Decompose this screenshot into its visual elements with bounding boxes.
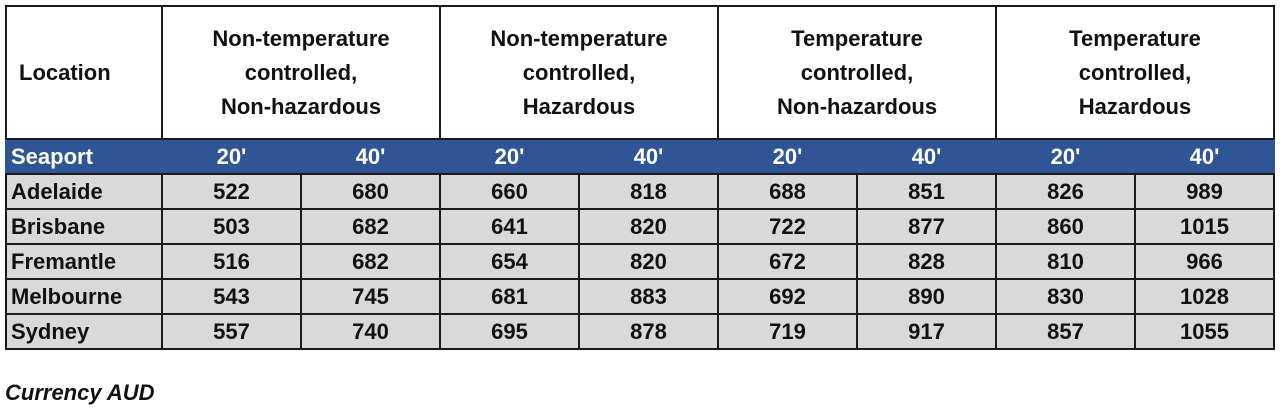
value-cell: 810 [995,243,1136,280]
value-cell: 966 [1134,243,1275,280]
value-cell: 680 [300,173,441,210]
group-header: Temperature controlled, Non-hazardous [717,5,997,140]
rate-table: Location Non-temperature controlled, Non-h… [5,5,1275,350]
data-row: Adelaide 522 680 660 818 688 851 826 989 [5,173,1275,210]
group-header-line: Non-temperature [490,25,668,51]
value-cell: 692 [717,278,858,315]
value-cell: 688 [717,173,858,210]
value-cell: 654 [439,243,580,280]
value-cell: 820 [578,243,719,280]
value-cell: 989 [1134,173,1275,210]
value-cell: 818 [578,173,719,210]
value-cell: 1028 [1134,278,1275,315]
subheader-cell: 20' [995,138,1136,175]
data-row: Brisbane 503 682 641 820 722 877 860 1015 [5,208,1275,245]
group-header: Non-temperature controlled, Non-hazardous [161,5,441,140]
location-cell: Melbourne [5,278,163,315]
subheader-cell: 40' [578,138,719,175]
value-cell: 660 [439,173,580,210]
value-cell: 641 [439,208,580,245]
subheader-cell: 20' [717,138,858,175]
value-cell: 851 [856,173,997,210]
value-cell: 682 [300,208,441,245]
group-header-line: controlled, [522,59,636,85]
group-header-line: Non-hazardous [776,93,938,119]
value-cell: 672 [717,243,858,280]
group-header-line: controlled, [244,59,358,85]
location-cell: Fremantle [5,243,163,280]
value-cell: 695 [439,313,580,350]
location-cell: Adelaide [5,173,163,210]
subheader-cell: 40' [856,138,997,175]
value-cell: 860 [995,208,1136,245]
value-cell: 877 [856,208,997,245]
data-row: Fremantle 516 682 654 820 672 828 810 966 [5,243,1275,280]
value-cell: 826 [995,173,1136,210]
value-cell: 740 [300,313,441,350]
location-header: Location [5,5,163,140]
group-header: Temperature controlled, Hazardous [995,5,1275,140]
table-body: Seaport 20' 40' 20' 40' 20' 40' 20' 40' Adelaide 5… [5,138,1275,350]
value-cell: 890 [856,278,997,315]
value-cell: 681 [439,278,580,315]
location-cell: Brisbane [5,208,163,245]
value-cell: 516 [161,243,302,280]
value-cell: 719 [717,313,858,350]
group-header: Non-temperature controlled, Hazardous [439,5,719,140]
value-cell: 828 [856,243,997,280]
location-cell: Sydney [5,313,163,350]
group-header-line: Non-hazardous [220,93,382,119]
group-header-line: Non-temperature [212,25,390,51]
value-cell: 682 [300,243,441,280]
header-row: Location Non-temperature controlled, Non-h… [5,5,1275,140]
value-cell: 1015 [1134,208,1275,245]
value-cell: 745 [300,278,441,315]
value-cell: 883 [578,278,719,315]
subheader-cell: 40' [1134,138,1275,175]
subheader-cell: 40' [300,138,441,175]
value-cell: 830 [995,278,1136,315]
value-cell: 820 [578,208,719,245]
subheader-cell: 20' [439,138,580,175]
value-cell: 878 [578,313,719,350]
group-header-line: controlled, [800,59,914,85]
group-header-line: Temperature [1069,25,1201,51]
data-row: Sydney 557 740 695 878 719 917 857 1055 [5,313,1275,350]
value-cell: 543 [161,278,302,315]
group-header-line: Temperature [791,25,923,51]
data-row: Melbourne 543 745 681 883 692 890 830 1028 [5,278,1275,315]
subheader-cell: Seaport [5,138,163,175]
group-header-line: Hazardous [522,93,636,119]
value-cell: 1055 [1134,313,1275,350]
group-header-line: Hazardous [1078,93,1192,119]
value-cell: 503 [161,208,302,245]
subheader-cell: 20' [161,138,302,175]
value-cell: 917 [856,313,997,350]
value-cell: 722 [717,208,858,245]
group-header-line: controlled, [1078,59,1192,85]
subheader-row: Seaport 20' 40' 20' 40' 20' 40' 20' 40' [5,138,1275,175]
currency-note: Currency AUD [5,380,155,405]
value-cell: 857 [995,313,1136,350]
value-cell: 557 [161,313,302,350]
value-cell: 522 [161,173,302,210]
